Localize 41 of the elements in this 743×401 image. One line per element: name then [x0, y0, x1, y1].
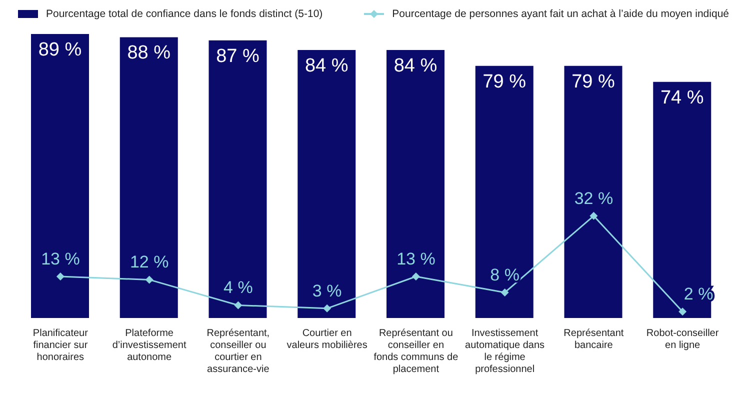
point: [323, 304, 332, 312]
data-label: 84 %: [304, 55, 348, 76]
bar: [208, 40, 267, 318]
data-label: 12 %: [130, 252, 169, 272]
bar: [120, 37, 178, 318]
point: [145, 276, 154, 284]
point: [590, 212, 598, 220]
bar: [653, 82, 712, 318]
x-tick-label: Représentant bancaire: [564, 328, 624, 351]
data-label: 89 %: [38, 39, 82, 60]
point: [412, 272, 420, 281]
x-tick-label: Planificateur financier sur honoraires: [32, 328, 89, 363]
x-tick-label: Représentant ou conseiller en fonds communs de placement: [374, 328, 459, 375]
bar: [31, 34, 89, 318]
bar: [386, 50, 444, 318]
point: [500, 288, 509, 296]
x-tick-label: Courtier en valeurs mobilières: [286, 328, 368, 351]
x-tick-label: Représentant, conseiller ou courtier en assurance-vie: [206, 328, 270, 375]
data-label: 79 %: [572, 71, 616, 92]
data-label: 4 %: [224, 278, 253, 298]
data-label: 74 %: [660, 87, 704, 108]
data-label: 88 %: [127, 42, 171, 64]
x-tick-label: Investissement automatique dans le régime professionnel: [465, 328, 545, 375]
bar: [298, 50, 356, 318]
x-tick-label: Robot-conseiller en ligne: [646, 328, 720, 351]
data-label: 87 %: [216, 46, 260, 67]
data-label: 8 %: [490, 265, 520, 284]
data-label: 79 %: [482, 71, 526, 92]
bar: [475, 66, 534, 318]
bar: [564, 66, 622, 318]
legend-label: Pourcentage de personnes ayant fait un achat à l’aide du moyen indiqué: [392, 8, 729, 20]
point: [56, 272, 64, 281]
data-label: 13 %: [41, 250, 80, 269]
data-label: 13 %: [396, 250, 436, 269]
data-label: 3 %: [312, 281, 342, 300]
point: [234, 301, 242, 310]
data-label: 84 %: [394, 55, 438, 76]
point: [678, 308, 687, 316]
x-tick-label: Plateforme d’investissement autonome: [112, 328, 186, 363]
legend-label: Pourcentage total de confiance dans le fonds distinct (5-10): [46, 8, 323, 20]
data-label: 32 %: [574, 188, 614, 208]
